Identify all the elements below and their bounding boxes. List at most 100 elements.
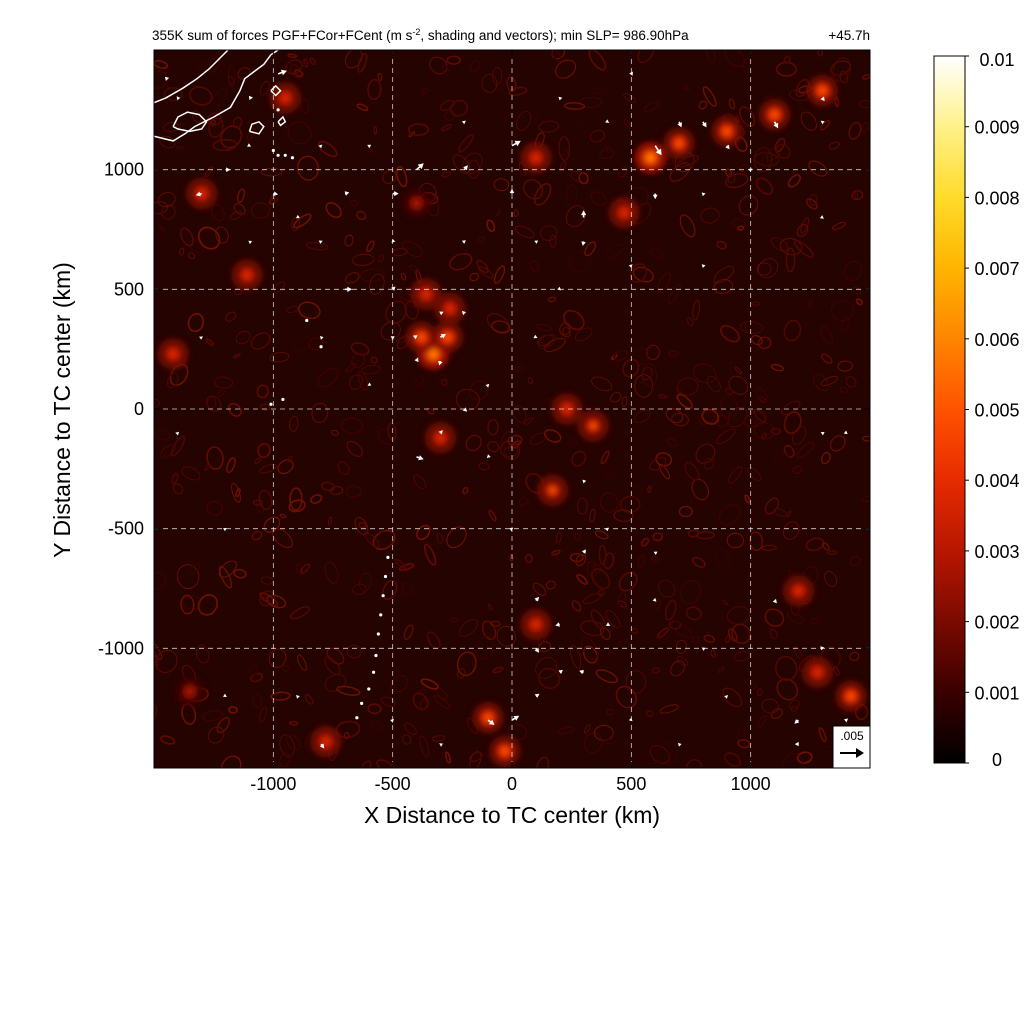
texture-swirl [744, 677, 757, 689]
coastline-islet [379, 613, 383, 617]
force-vector-head [248, 240, 253, 245]
texture-swirl [469, 59, 481, 72]
texture-swirl [367, 703, 382, 715]
hotspot-core [563, 405, 571, 413]
texture-swirl [705, 50, 716, 64]
texture-swirl [346, 644, 362, 659]
texture-swirl [450, 99, 469, 117]
texture-swirl [298, 97, 310, 114]
force-vector [195, 191, 202, 197]
texture-swirl [656, 742, 678, 766]
force-vector [296, 214, 300, 219]
texture-swirl [682, 85, 690, 91]
texture-swirl [703, 458, 715, 470]
hotspot-core [429, 350, 437, 358]
texture-swirl [285, 734, 301, 751]
noise-texture [154, 50, 870, 768]
texture-swirl [737, 726, 746, 750]
texture-swirl [439, 99, 455, 112]
coastline-islet [381, 594, 385, 598]
texture-swirl [589, 129, 606, 143]
texture-swirl [629, 486, 644, 499]
texture-swirl [590, 609, 607, 631]
texture-swirl [206, 397, 217, 409]
texture-swirl [727, 406, 748, 428]
force-vector [509, 527, 514, 532]
texture-swirl [753, 147, 773, 173]
force-vector [248, 240, 253, 245]
force-vector [772, 598, 777, 604]
texture-swirl [523, 179, 544, 200]
texture-swirl [578, 118, 585, 126]
texture-swirl [676, 154, 699, 168]
texture-swirl [684, 461, 700, 481]
texture-swirl [726, 532, 744, 549]
y-tick-label: 0 [134, 399, 144, 419]
texture-swirl [487, 419, 499, 436]
force-vector [534, 596, 540, 602]
texture-swirl [664, 599, 677, 621]
texture-swirl [757, 714, 767, 728]
x-tick-label: -1000 [250, 774, 296, 794]
texture-swirl [250, 332, 271, 350]
texture-swirl [583, 732, 603, 754]
texture-swirl [571, 600, 582, 612]
texture-swirl [555, 532, 562, 544]
texture-swirl [421, 86, 429, 96]
texture-swirl [458, 618, 479, 638]
force-vector [462, 407, 468, 412]
texture-swirl [587, 561, 597, 578]
force-vector [557, 286, 561, 291]
reference-vector-label: .005 [840, 729, 864, 743]
texture-swirl [533, 183, 552, 206]
texture-swirl [527, 377, 533, 385]
texture-swirl [820, 375, 839, 386]
texture-swirl [170, 435, 186, 457]
texture-swirl [423, 543, 437, 566]
texture-swirl [649, 248, 663, 259]
texture-swirl [449, 617, 460, 623]
texture-swirl [396, 337, 406, 343]
colorbar-tick-label: 0.01 [979, 50, 1014, 70]
texture-swirl [420, 678, 439, 690]
title-part-1: 355K sum of forces PGF+FCor+FCent (m s [152, 28, 413, 43]
texture-swirl [634, 409, 651, 423]
texture-swirl [631, 628, 639, 634]
texture-swirl [597, 588, 605, 597]
texture-swirl [821, 542, 830, 551]
texture-swirl [685, 606, 702, 621]
texture-swirl [254, 457, 262, 465]
texture-swirl [818, 727, 827, 743]
texture-swirl [538, 667, 561, 690]
texture-swirl [833, 666, 840, 676]
force-vector [486, 454, 491, 459]
texture-swirl [710, 649, 716, 658]
texture-swirl [574, 327, 593, 342]
force-vector [820, 646, 825, 651]
texture-swirl [706, 375, 721, 393]
texture-swirl [490, 620, 501, 627]
force-vector [820, 96, 825, 102]
force-vector-head [582, 479, 587, 484]
texture-swirl [750, 335, 763, 346]
texture-swirl [538, 120, 560, 133]
texture-swirl [359, 572, 372, 592]
hotspot-core [501, 747, 509, 755]
coastline-islet [360, 701, 364, 705]
texture-swirl [770, 708, 784, 720]
texture-swirl [218, 560, 237, 578]
colorbar-tick-label: 0.001 [974, 683, 1019, 703]
force-vector-head [701, 647, 706, 651]
force-vector [724, 695, 728, 699]
texture-swirl [800, 111, 817, 131]
texture-swirl [598, 544, 607, 565]
texture-swirl [793, 239, 814, 258]
colorbar-tick-label: 0 [992, 750, 1002, 770]
texture-swirl [325, 202, 342, 219]
texture-swirl [328, 516, 332, 525]
colorbar-tick-label: 0.008 [974, 188, 1019, 208]
texture-swirl [775, 655, 798, 682]
texture-swirl [582, 645, 598, 664]
force-vector [319, 743, 325, 749]
x-axis: -1000 -500 0 500 1000 [250, 50, 771, 794]
